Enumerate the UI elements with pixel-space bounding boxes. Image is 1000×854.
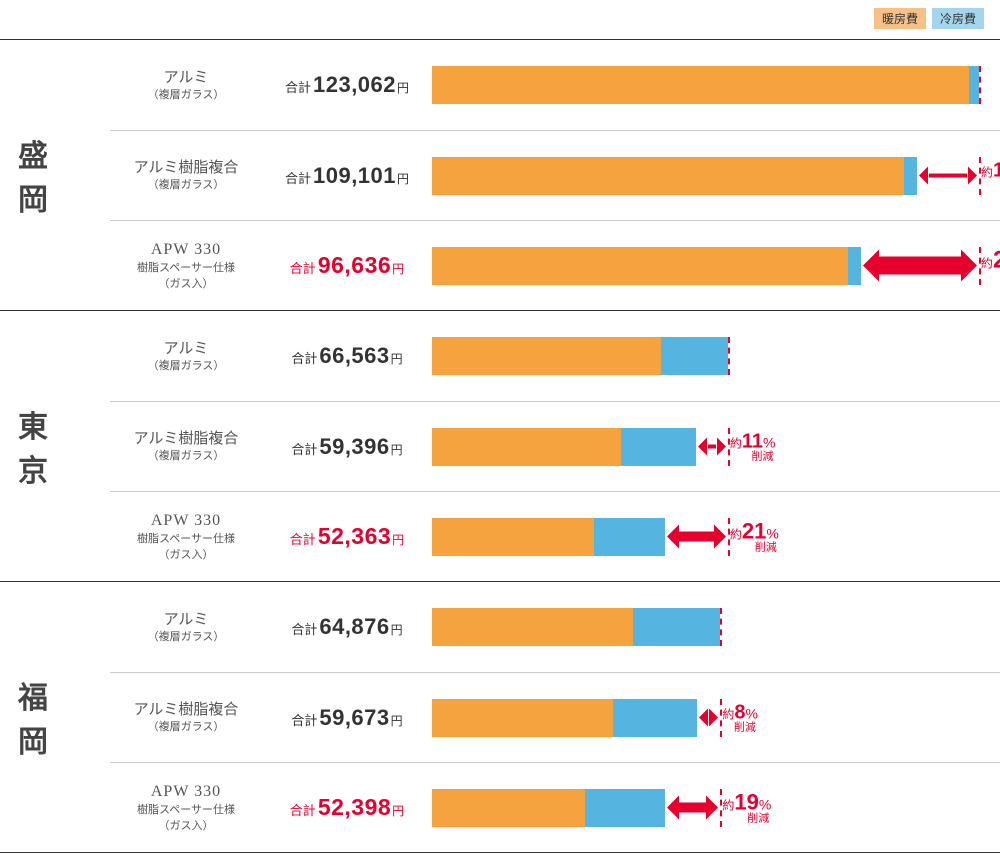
baseline-reference-line — [720, 699, 722, 737]
window-type-label: アルミ樹脂複合（複層ガラス） — [110, 428, 262, 464]
reduction-indicator: 約11%削減 — [698, 431, 775, 462]
reduction-arrow-icon — [667, 531, 726, 543]
window-type-label: アルミ（複層ガラス） — [110, 609, 262, 645]
bar-area: 約19%削減 — [432, 763, 1000, 852]
reduction-arrow-icon — [699, 712, 718, 724]
data-row: アルミ樹脂複合（複層ガラス）合計59,673円 約8%削減 — [110, 672, 1000, 762]
baseline-reference-line — [728, 428, 730, 466]
heating-bar — [432, 247, 848, 285]
bar-area: 約21%削減 — [432, 221, 1000, 310]
total-cost: 合計109,101円 — [262, 163, 432, 189]
city-block: 東京アルミ（複層ガラス）合計66,563円アルミ樹脂複合（複層ガラス）合計59,… — [0, 310, 1000, 581]
bar-area: 約8%削減 — [432, 673, 1000, 762]
reduction-text: 約21%削減 — [730, 520, 779, 553]
window-type-label: APW 330樹脂スペーサー仕様（ガス入） — [110, 510, 262, 563]
window-type-label: アルミ樹脂複合（複層ガラス） — [110, 699, 262, 735]
bar-area: 約11%削減 — [432, 131, 1000, 220]
total-cost: 合計64,876円 — [262, 614, 432, 640]
heating-bar — [432, 66, 969, 104]
reduction-indicator: 約21%削減 — [667, 520, 779, 553]
baseline-reference-line — [728, 337, 730, 375]
total-cost: 合計52,398円 — [262, 794, 432, 821]
bar-area: 約11%削減 — [432, 402, 1000, 491]
total-cost: 合計96,636円 — [262, 252, 432, 279]
data-row: APW 330樹脂スペーサー仕様（ガス入）合計52,398円 約19%削減 — [110, 762, 1000, 852]
heating-bar — [432, 699, 613, 737]
window-type-label: アルミ（複層ガラス） — [110, 338, 262, 374]
heating-bar — [432, 337, 661, 375]
reduction-text: 約8%削減 — [722, 702, 758, 733]
baseline-reference-line — [979, 157, 981, 195]
bar-area — [432, 582, 1000, 672]
cooling-bar — [661, 337, 728, 375]
reduction-indicator: 約11%削減 — [919, 160, 1000, 191]
cooling-bar — [585, 789, 665, 827]
reduction-indicator: 約8%削減 — [699, 702, 758, 733]
bar-area: 約21%削減 — [432, 492, 1000, 581]
heating-bar — [432, 518, 594, 556]
city-block: 盛岡アルミ（複層ガラス）合計123,062円アルミ樹脂複合（複層ガラス）合計10… — [0, 39, 1000, 310]
total-cost: 合計59,673円 — [262, 705, 432, 731]
reduction-indicator: 約19%削減 — [667, 791, 771, 824]
baseline-reference-line — [720, 608, 722, 646]
data-row: アルミ（複層ガラス）合計66,563円 — [110, 311, 1000, 401]
cooling-bar — [613, 699, 697, 737]
reduction-arrow-icon — [698, 441, 726, 453]
total-cost: 合計123,062円 — [262, 72, 432, 98]
cost-comparison-chart: 盛岡アルミ（複層ガラス）合計123,062円アルミ樹脂複合（複層ガラス）合計10… — [0, 39, 1000, 853]
cooling-bar — [969, 66, 979, 104]
cooling-bar — [904, 157, 916, 195]
cooling-bar — [594, 518, 665, 556]
window-type-label: APW 330樹脂スペーサー仕様（ガス入） — [110, 239, 262, 292]
cooling-bar — [848, 247, 861, 285]
heating-bar — [432, 608, 633, 646]
city-name: 福岡 — [0, 582, 110, 852]
city-block: 福岡アルミ（複層ガラス）合計64,876円アルミ樹脂複合（複層ガラス）合計59,… — [0, 581, 1000, 853]
window-type-label: アルミ（複層ガラス） — [110, 67, 262, 103]
data-row: アルミ樹脂複合（複層ガラス）合計59,396円 約11%削減 — [110, 401, 1000, 491]
reduction-text: 約21%削減 — [981, 248, 1000, 283]
heating-bar — [432, 789, 585, 827]
city-name: 盛岡 — [0, 40, 110, 310]
legend-heating: 暖房費 — [874, 8, 926, 29]
baseline-reference-line — [720, 789, 722, 827]
legend-cooling: 冷房費 — [932, 8, 984, 29]
heating-bar — [432, 157, 904, 195]
heating-bar — [432, 428, 621, 466]
reduction-text: 約19%削減 — [722, 791, 771, 824]
window-type-label: APW 330樹脂スペーサー仕様（ガス入） — [110, 781, 262, 834]
cooling-bar — [633, 608, 720, 646]
reduction-arrow-icon — [919, 170, 977, 182]
reduction-arrow-icon — [863, 260, 976, 272]
reduction-text: 約11%削減 — [730, 431, 776, 462]
reduction-text: 約11%削減 — [981, 160, 1000, 191]
city-name: 東京 — [0, 311, 110, 581]
data-row: APW 330樹脂スペーサー仕様（ガス入）合計52,363円 約21%削減 — [110, 491, 1000, 581]
total-cost: 合計52,363円 — [262, 523, 432, 550]
window-type-label: アルミ樹脂複合（複層ガラス） — [110, 157, 262, 193]
total-cost: 合計66,563円 — [262, 343, 432, 369]
total-cost: 合計59,396円 — [262, 434, 432, 460]
baseline-reference-line — [979, 66, 981, 104]
baseline-reference-line — [728, 518, 730, 556]
baseline-reference-line — [979, 247, 981, 285]
reduction-arrow-icon — [667, 802, 718, 814]
bar-area — [432, 311, 1000, 401]
data-row: APW 330樹脂スペーサー仕様（ガス入）合計96,636円 約21%削減 — [110, 220, 1000, 310]
data-row: アルミ（複層ガラス）合計64,876円 — [110, 582, 1000, 672]
data-row: アルミ樹脂複合（複層ガラス）合計109,101円 約11%削減 — [110, 130, 1000, 220]
legend: 暖房費 冷房費 — [0, 0, 1000, 39]
cooling-bar — [621, 428, 696, 466]
data-row: アルミ（複層ガラス）合計123,062円 — [110, 40, 1000, 130]
bar-area — [432, 40, 1000, 130]
